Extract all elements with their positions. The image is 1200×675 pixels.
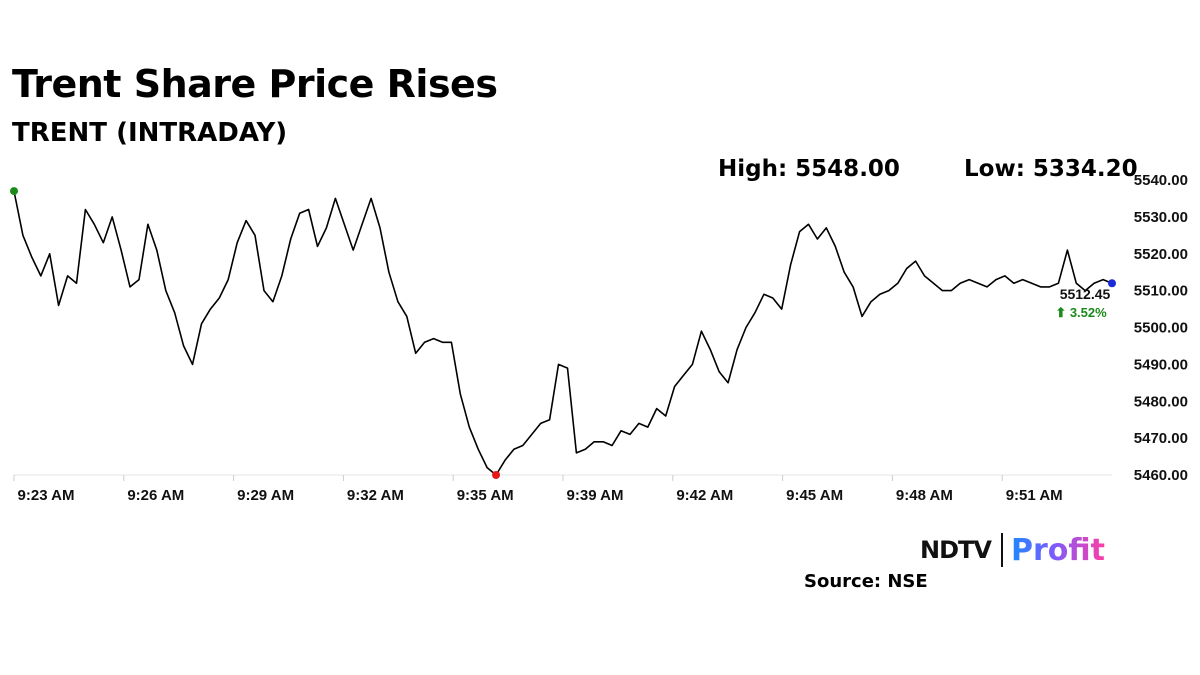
x-tick-label: 9:39 AM	[567, 487, 624, 504]
x-tick-label: 9:42 AM	[676, 487, 733, 504]
y-tick-label: 5530.00	[1134, 209, 1188, 226]
chart-title: Trent Share Price Rises	[12, 62, 498, 106]
markers	[10, 187, 1116, 479]
y-tick-label: 5520.00	[1134, 246, 1188, 263]
profit-wordmark: Profit	[1010, 532, 1105, 568]
source-note: Source: NSE	[804, 571, 928, 592]
ndtv-wordmark: NDTV	[920, 536, 992, 564]
low-value: Low: 5334.20	[964, 156, 1138, 182]
x-tick-label: 9:48 AM	[896, 487, 953, 504]
y-tick-label: 5540.00	[1134, 172, 1188, 189]
x-axis: 9:23 AM 9:26 AM 9:29 AM 9:32 AM 9:35 AM 9:39 …	[13, 475, 1063, 504]
price-line	[13, 190, 1113, 476]
low-marker	[492, 471, 501, 479]
chart-subtitle: TRENT (INTRADAY)	[12, 118, 288, 148]
y-axis: 5540.00 5530.00 5520.00 5510.00 5500.00 5490.…	[1134, 172, 1188, 484]
y-tick-label: 5460.00	[1134, 467, 1188, 484]
high-value: High: 5548.00	[718, 156, 900, 182]
x-tick-label: 9:35 AM	[457, 487, 514, 504]
x-tick-label: 9:26 AM	[127, 487, 184, 504]
y-tick-label: 5480.00	[1134, 393, 1188, 410]
y-tick-label: 5500.00	[1134, 320, 1188, 337]
last-price-label: 5512.45	[1060, 286, 1111, 302]
ndtv-profit-logo: NDTV Profit	[920, 532, 1105, 568]
x-tick-label: 9:32 AM	[347, 487, 404, 504]
y-tick-label: 5490.00	[1134, 356, 1188, 373]
end-marker	[1108, 279, 1116, 288]
y-tick-label: 5510.00	[1134, 283, 1188, 300]
x-tick-label: 9:45 AM	[786, 487, 843, 504]
x-tick-label: 9:51 AM	[1006, 487, 1063, 504]
y-tick-label: 5470.00	[1134, 430, 1188, 447]
x-tick-label: 9:23 AM	[18, 487, 75, 504]
start-marker	[10, 187, 18, 196]
price-change-label: ⬆ 3.52%	[1055, 305, 1107, 320]
logo-divider	[1000, 533, 1003, 567]
x-tick-label: 9:29 AM	[237, 487, 294, 504]
